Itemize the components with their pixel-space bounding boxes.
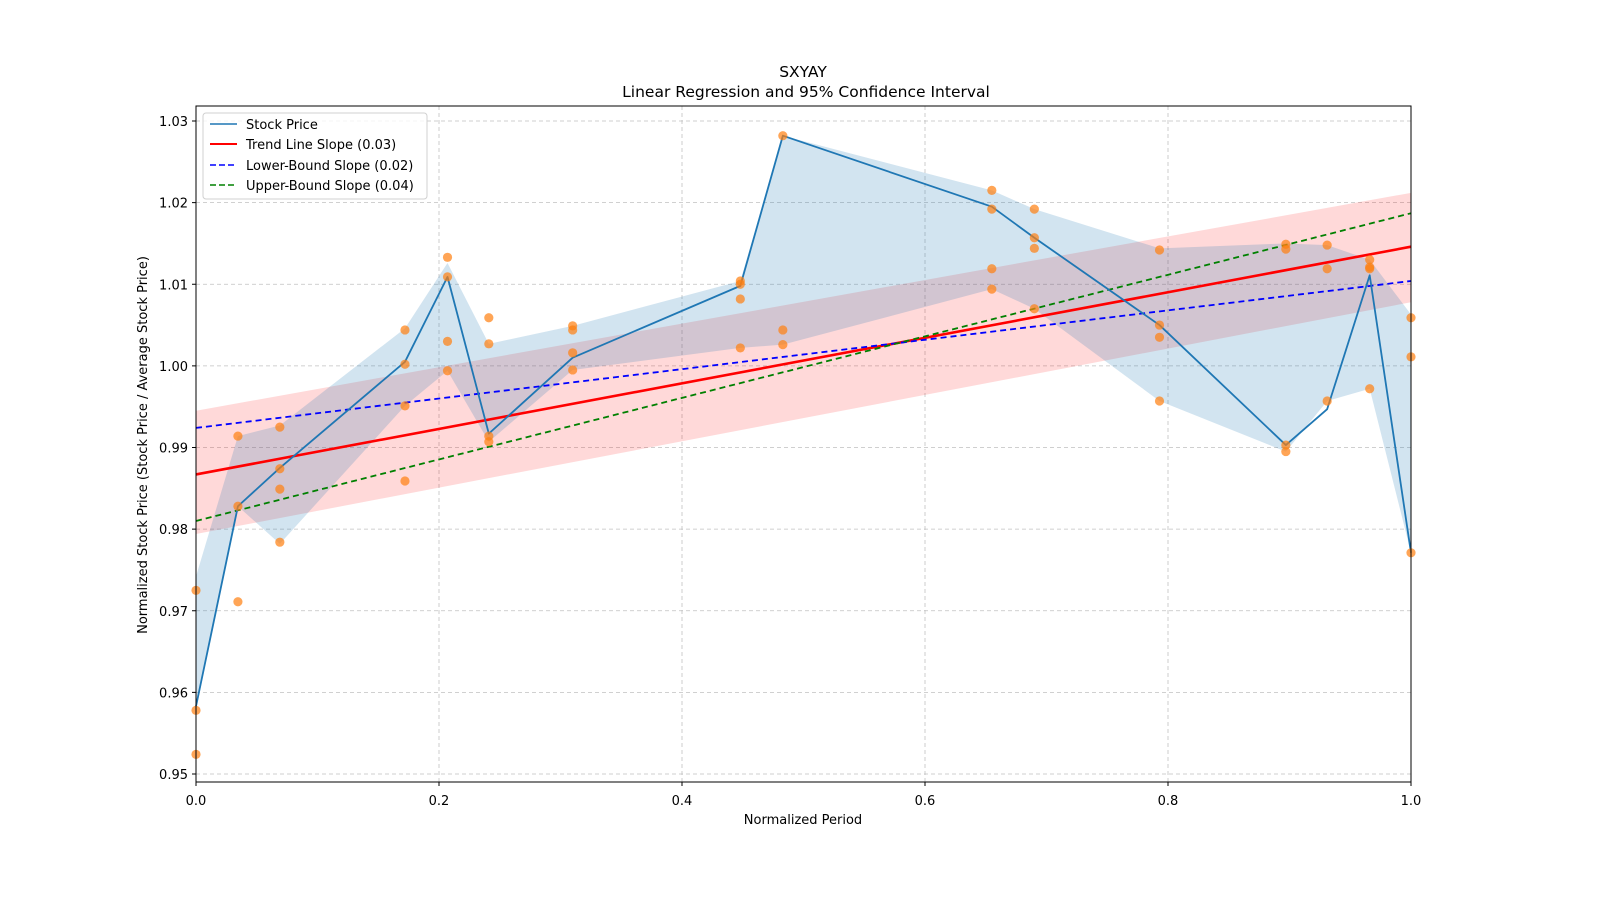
- scatter-point: [735, 279, 745, 289]
- scatter-point: [1029, 243, 1039, 253]
- scatter-point: [484, 313, 494, 323]
- scatter-point: [1154, 320, 1165, 330]
- scatter-point: [568, 325, 578, 335]
- scatter-point: [275, 484, 285, 494]
- legend-label-lower: Lower-Bound Slope (0.02): [246, 159, 413, 174]
- scatter-point: [275, 537, 285, 547]
- stock-confidence-band: [196, 135, 1411, 711]
- y-axis-label: Normalized Stock Price (Stock Price / Av…: [136, 256, 151, 634]
- scatter-point: [568, 348, 578, 358]
- scatter-point: [233, 501, 243, 511]
- y-tick-label: 1.03: [159, 115, 188, 130]
- scatter-point: [1281, 446, 1291, 457]
- x-tick-label: 1.0: [1401, 794, 1422, 809]
- scatter-points: [191, 131, 1416, 760]
- scatter-point: [233, 431, 243, 441]
- scatter-point: [1281, 244, 1291, 254]
- scatter-point: [1322, 264, 1332, 274]
- scatter-point: [568, 365, 578, 375]
- scatter-point: [484, 437, 494, 447]
- scatter-point: [987, 284, 997, 294]
- scatter-point: [1154, 396, 1165, 406]
- scatter-point: [1365, 255, 1375, 265]
- x-tick-label: 0.4: [672, 794, 693, 809]
- x-tick-label: 0.6: [915, 794, 936, 809]
- x-axis-ticks: 0.0 0.2 0.4 0.6 0.8 1.0: [186, 782, 1422, 809]
- x-tick-label: 0.0: [186, 794, 207, 809]
- scatter-point: [400, 476, 410, 486]
- scatter-point: [1154, 245, 1165, 255]
- legend-label-stock: Stock Price: [246, 118, 318, 133]
- scatter-point: [1029, 304, 1039, 314]
- scatter-point: [484, 339, 494, 349]
- scatter-point: [987, 204, 997, 214]
- chart-subtitle: Linear Regression and 95% Confidence Int…: [622, 83, 990, 101]
- y-tick-label: 0.97: [159, 605, 188, 620]
- trend-line: [195, 245, 1412, 476]
- scatter-point: [778, 325, 788, 335]
- series-lines: [195, 134, 1412, 707]
- scatter-point: [735, 294, 745, 304]
- scatter-point: [735, 343, 745, 353]
- scatter-point: [1281, 440, 1291, 450]
- legend-label-trend: Trend Line Slope (0.03): [245, 138, 396, 153]
- scatter-point: [400, 325, 410, 335]
- lower-bound-line: [195, 280, 1412, 429]
- scatter-point: [987, 264, 997, 274]
- y-tick-label: 0.98: [159, 523, 188, 538]
- scatter-point: [442, 366, 453, 376]
- scatter-point: [442, 272, 453, 282]
- scatter-point: [1029, 204, 1039, 214]
- scatter-point: [1029, 233, 1039, 243]
- y-tick-label: 1.00: [159, 360, 188, 375]
- y-tick-label: 0.95: [159, 768, 188, 783]
- chart-title: SXYAY: [779, 63, 827, 81]
- scatter-point: [275, 422, 285, 432]
- y-tick-label: 0.96: [159, 686, 188, 701]
- x-axis-label: Normalized Period: [744, 813, 862, 828]
- x-tick-label: 0.8: [1158, 794, 1179, 809]
- scatter-point: [400, 359, 410, 369]
- scatter-point: [1322, 396, 1332, 406]
- y-tick-label: 1.02: [159, 197, 188, 212]
- legend-box: [202, 112, 428, 200]
- legend-label-upper: Upper-Bound Slope (0.04): [246, 179, 414, 194]
- y-tick-label: 1.01: [159, 278, 188, 293]
- stock-price-line: [195, 134, 1412, 707]
- scatter-point: [442, 336, 453, 346]
- scatter-point: [1322, 240, 1332, 250]
- scatter-point: [275, 464, 285, 474]
- scatter-point: [233, 597, 243, 607]
- upper-bound-line: [195, 212, 1412, 522]
- legend: Stock Price Trend Line Slope (0.03) Lowe…: [202, 112, 428, 200]
- scatter-point: [1365, 264, 1375, 274]
- scatter-point: [400, 401, 410, 411]
- y-axis-ticks: 0.95 0.96 0.97 0.98 0.99 1.00 1.01 1.02 1.03: [159, 115, 196, 783]
- plot-frame: [195, 105, 1412, 783]
- scatter-point: [1365, 384, 1375, 394]
- scatter-point: [442, 252, 453, 262]
- confidence-bands: [196, 135, 1411, 711]
- scatter-point: [778, 340, 788, 350]
- scatter-point: [778, 131, 788, 141]
- y-tick-label: 0.99: [159, 442, 188, 457]
- scatter-point: [987, 185, 997, 195]
- x-tick-label: 0.2: [429, 794, 450, 809]
- scatter-point: [1154, 332, 1165, 342]
- trend-confidence-band: [196, 192, 1411, 535]
